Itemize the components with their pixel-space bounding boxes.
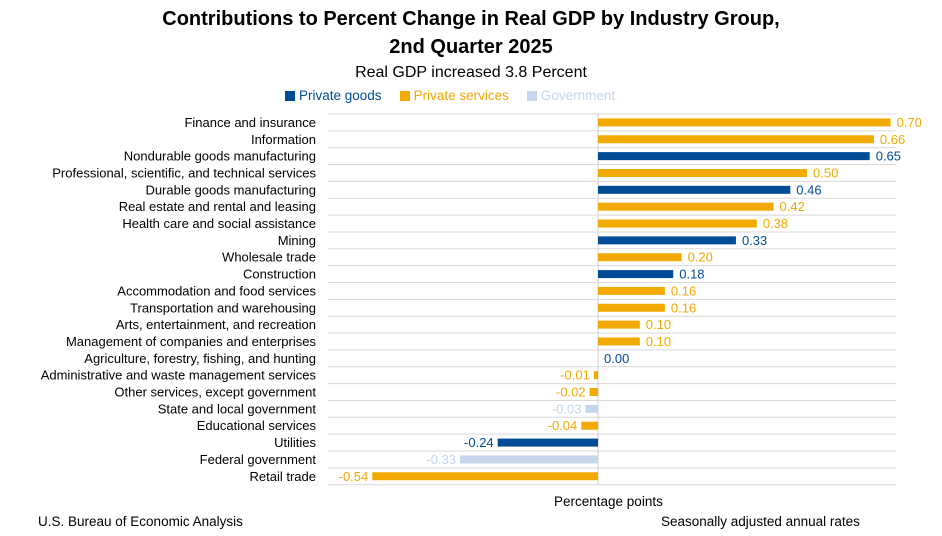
data-label: 0.50 bbox=[813, 165, 838, 180]
bar bbox=[598, 135, 874, 144]
category-label: State and local government bbox=[158, 401, 317, 416]
data-label: 0.70 bbox=[897, 115, 922, 130]
data-label: 0.38 bbox=[763, 216, 788, 231]
bar bbox=[598, 236, 736, 245]
legend: Private goods Private services Governmen… bbox=[285, 88, 615, 103]
data-label: -0.01 bbox=[560, 368, 590, 383]
category-label: Mining bbox=[278, 233, 316, 248]
category-label: Arts, entertainment, and recreation bbox=[116, 317, 316, 332]
bar bbox=[598, 185, 791, 194]
data-label: 0.00 bbox=[604, 351, 629, 366]
bar bbox=[598, 303, 665, 312]
rates-note: Seasonally adjusted annual rates bbox=[661, 514, 860, 529]
legend-label: Private services bbox=[413, 88, 509, 103]
data-label: 0.46 bbox=[796, 182, 821, 197]
data-label: -0.02 bbox=[556, 385, 586, 400]
category-label: Health care and social assistance bbox=[122, 216, 316, 231]
bar bbox=[460, 455, 598, 464]
bar bbox=[497, 438, 598, 447]
bar bbox=[598, 320, 640, 329]
bar bbox=[598, 168, 807, 177]
data-label: 0.42 bbox=[780, 199, 805, 214]
data-label: -0.03 bbox=[552, 401, 582, 416]
data-label: 0.20 bbox=[688, 250, 713, 265]
bar bbox=[598, 253, 682, 262]
legend-label: Government bbox=[540, 88, 616, 103]
bar bbox=[372, 472, 598, 481]
legend-swatch bbox=[399, 90, 410, 101]
data-label: 0.16 bbox=[671, 283, 696, 298]
category-label: Nondurable goods manufacturing bbox=[124, 149, 316, 164]
data-label: -0.33 bbox=[426, 452, 456, 467]
bar bbox=[598, 152, 870, 161]
bar bbox=[598, 219, 757, 228]
legend-swatch bbox=[285, 90, 295, 101]
category-label: Durable goods manufacturing bbox=[145, 182, 316, 197]
data-label: -0.04 bbox=[548, 418, 578, 433]
data-label: 0.18 bbox=[679, 267, 704, 282]
category-label: Real estate and rental and leasing bbox=[119, 199, 316, 214]
data-label: -0.54 bbox=[339, 469, 369, 484]
category-label: Educational services bbox=[197, 418, 317, 433]
x-axis-label: Percentage points bbox=[554, 494, 663, 509]
bar bbox=[598, 118, 891, 127]
bar bbox=[598, 337, 640, 346]
legend-swatch bbox=[526, 90, 537, 101]
category-label: Information bbox=[251, 132, 316, 147]
category-label: Accommodation and food services bbox=[117, 283, 316, 298]
category-label: Construction bbox=[243, 267, 316, 282]
category-label: Professional, scientific, and technical … bbox=[52, 165, 316, 180]
category-label: Finance and insurance bbox=[184, 115, 316, 130]
legend-item-private-goods: Private goods bbox=[285, 88, 382, 103]
category-label: Other services, except government bbox=[114, 385, 316, 400]
data-label: 0.16 bbox=[671, 300, 696, 315]
bar bbox=[581, 421, 598, 430]
bar bbox=[598, 286, 665, 295]
bar bbox=[593, 371, 598, 380]
bar bbox=[589, 388, 598, 397]
category-label: Utilities bbox=[274, 435, 316, 450]
data-label: -0.24 bbox=[464, 435, 494, 450]
category-label: Wholesale trade bbox=[222, 250, 316, 265]
category-label: Management of companies and enterprises bbox=[66, 334, 317, 349]
legend-item-private-services: Private services bbox=[399, 88, 509, 103]
data-label: 0.66 bbox=[880, 132, 905, 147]
chart-subtitle: Real GDP increased 3.8 Percent bbox=[355, 64, 587, 81]
category-label: Federal government bbox=[200, 452, 317, 467]
category-label: Retail trade bbox=[250, 469, 316, 484]
bar bbox=[598, 270, 674, 279]
legend-item-government: Government bbox=[526, 88, 616, 103]
source-note: U.S. Bureau of Economic Analysis bbox=[38, 514, 243, 529]
legend-label: Private goods bbox=[299, 88, 382, 103]
category-label: Transportation and warehousing bbox=[130, 300, 316, 315]
data-label: 0.10 bbox=[646, 334, 671, 349]
chart-title-line2: 2nd Quarter 2025 bbox=[389, 36, 553, 58]
data-label: 0.65 bbox=[876, 149, 901, 164]
data-label: 0.33 bbox=[742, 233, 767, 248]
bar bbox=[585, 404, 598, 413]
category-label: Agriculture, forestry, fishing, and hunt… bbox=[84, 351, 316, 366]
bar bbox=[598, 202, 774, 211]
data-label: 0.10 bbox=[646, 317, 671, 332]
chart-title: Contributions to Percent Change in Real … bbox=[162, 8, 780, 30]
category-label: Administrative and waste management serv… bbox=[41, 368, 317, 383]
